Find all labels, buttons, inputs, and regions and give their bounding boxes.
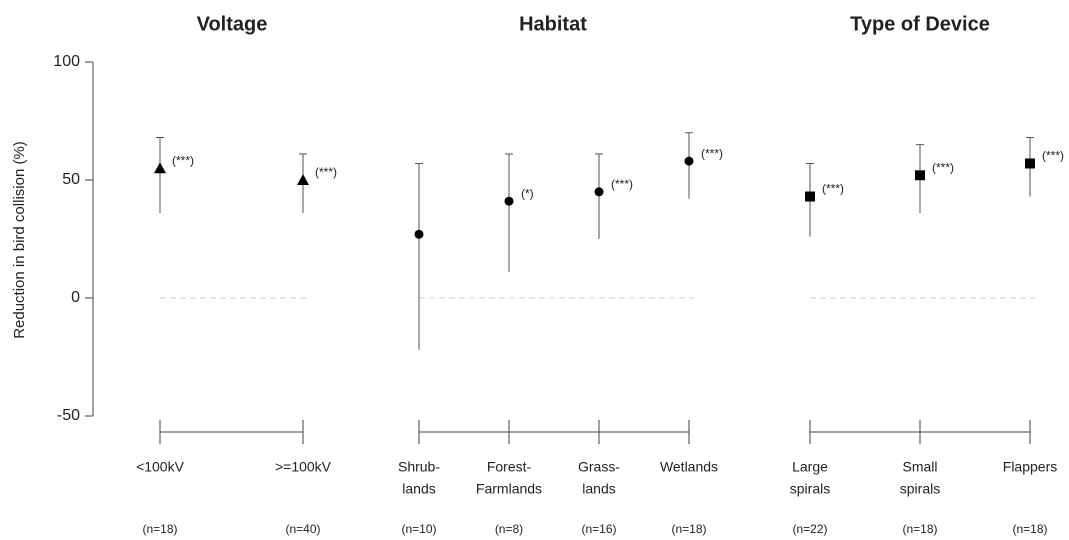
x-tick-label: Wetlands xyxy=(660,459,718,475)
n-label: (n=8) xyxy=(495,522,523,536)
marker xyxy=(1025,158,1035,169)
panel-title: Habitat xyxy=(519,13,587,35)
n-label: (n=40) xyxy=(285,522,320,536)
y-tick-label: 50 xyxy=(62,171,80,188)
error-bar xyxy=(505,153,513,273)
significance-label: (***) xyxy=(1042,149,1064,163)
y-tick-label: 0 xyxy=(71,289,80,306)
x-tick-label: Forest- xyxy=(487,459,532,475)
marker xyxy=(915,170,925,181)
error-bar xyxy=(156,137,164,214)
n-label: (n=18) xyxy=(671,522,706,536)
error-bar xyxy=(415,162,423,350)
significance-label: (***) xyxy=(822,182,844,196)
marker xyxy=(684,156,694,166)
x-tick-label: lands xyxy=(582,481,615,497)
significance-label: (***) xyxy=(701,146,723,160)
significance-label: (***) xyxy=(932,160,954,174)
x-tick-label: Grass- xyxy=(578,459,620,475)
n-label: (n=18) xyxy=(142,522,177,536)
x-tick-label: Small xyxy=(902,459,937,475)
y-tick-label: -50 xyxy=(57,407,80,424)
n-label: (n=10) xyxy=(401,522,436,536)
significance-label: (***) xyxy=(315,165,337,179)
error-bar xyxy=(595,153,603,239)
marker xyxy=(414,229,424,239)
significance-label: (***) xyxy=(611,177,633,191)
marker xyxy=(297,174,309,185)
x-tick-label: <100kV xyxy=(136,459,185,475)
x-tick-label: Shrub- xyxy=(398,459,440,475)
error-bar xyxy=(685,132,693,199)
n-label: (n=22) xyxy=(792,522,827,536)
panel-title: Voltage xyxy=(197,13,268,35)
n-label: (n=18) xyxy=(1012,522,1047,536)
x-tick-label: >=100kV xyxy=(275,459,332,475)
y-tick-label: 100 xyxy=(53,53,80,70)
x-tick-label: lands xyxy=(402,481,435,497)
x-tick-label: spirals xyxy=(900,481,940,497)
significance-label: (*) xyxy=(521,186,534,200)
panel-title: Type of Device xyxy=(850,13,990,35)
y-axis-label: Reduction in bird collision (%) xyxy=(11,141,28,339)
x-tick-label: Farmlands xyxy=(476,481,542,497)
x-tick-label: spirals xyxy=(790,481,830,497)
marker xyxy=(154,162,166,174)
n-label: (n=18) xyxy=(902,522,937,536)
significance-label: (***) xyxy=(172,153,194,167)
marker xyxy=(594,187,604,197)
x-tick-label: Large xyxy=(792,459,828,475)
marker xyxy=(805,191,815,202)
marker xyxy=(504,196,514,206)
x-tick-label: Flappers xyxy=(1003,459,1057,475)
n-label: (n=16) xyxy=(581,522,616,536)
